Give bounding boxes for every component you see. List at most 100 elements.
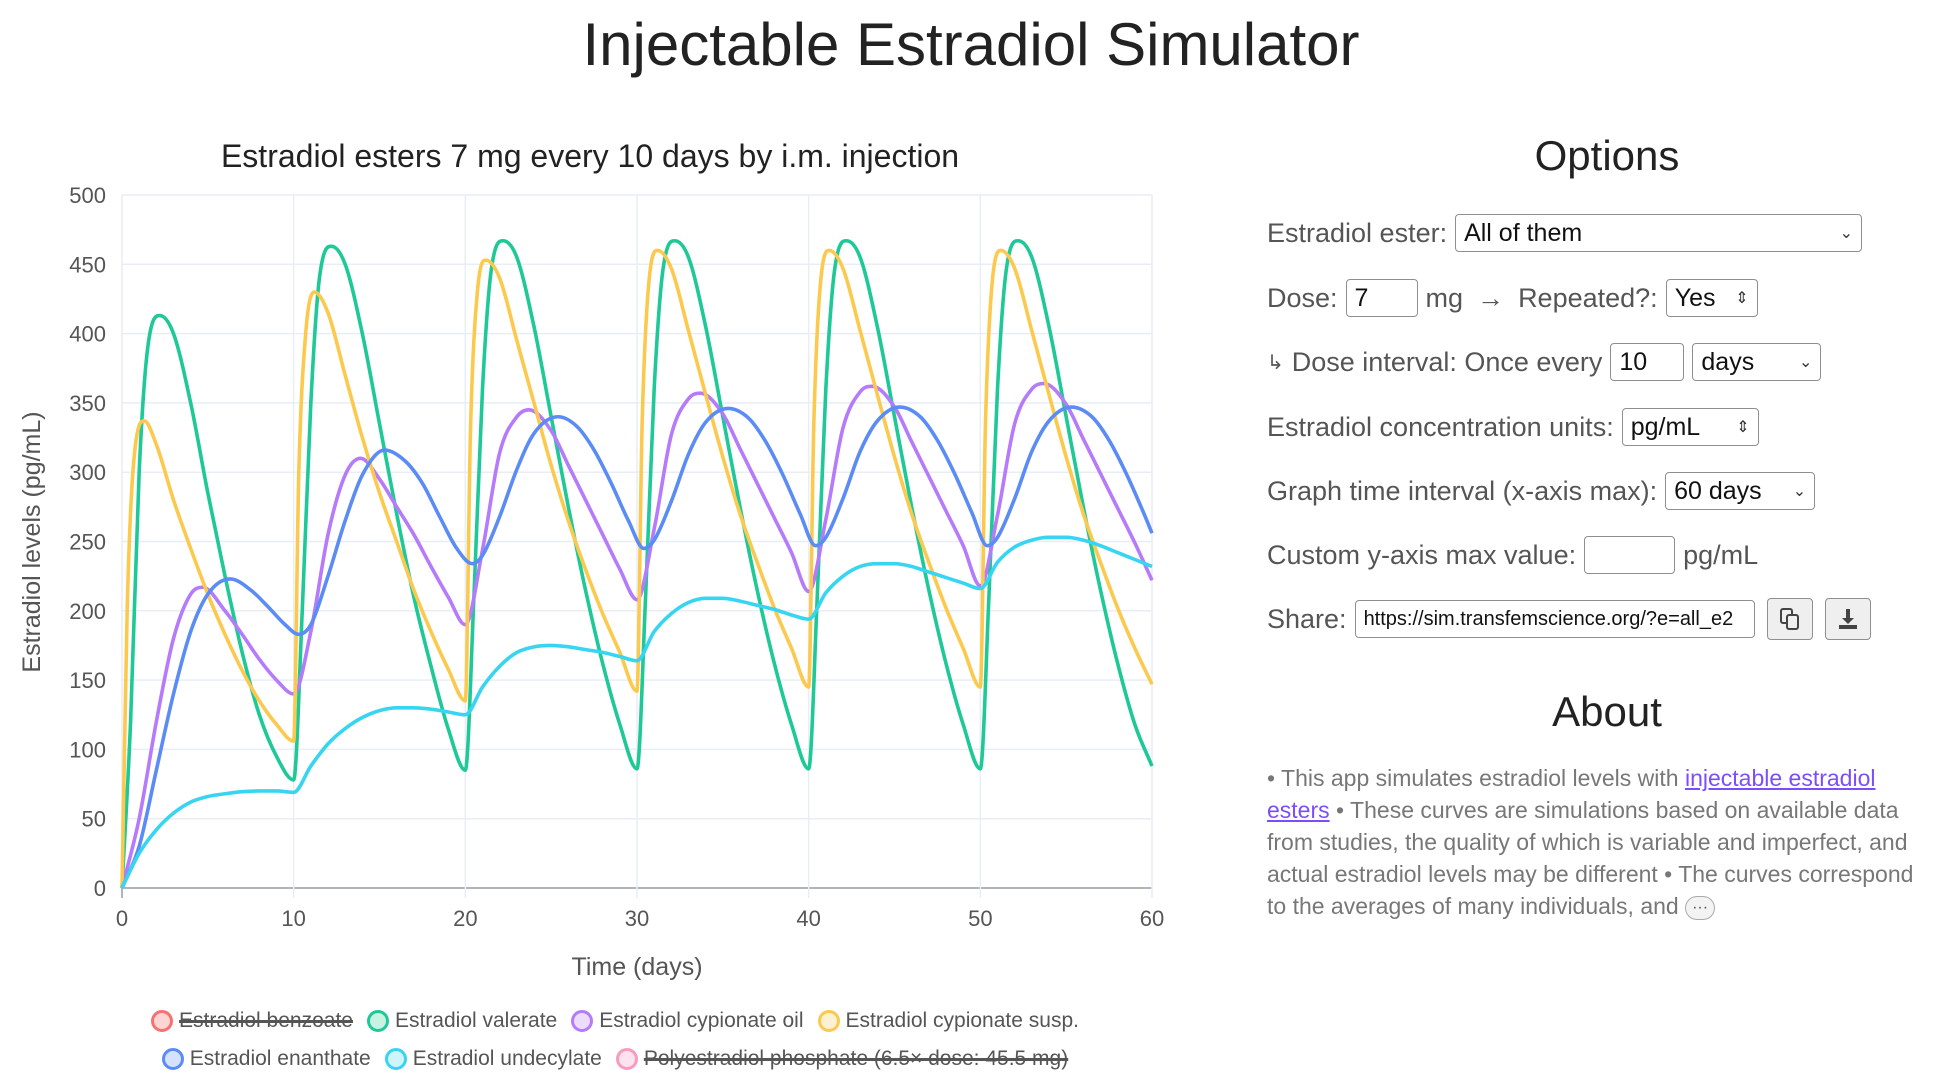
graph-interval-value: 60 days xyxy=(1674,476,1762,505)
y-tick-label: 350 xyxy=(69,391,106,416)
grid xyxy=(121,194,1153,898)
interval-input[interactable]: 10 xyxy=(1610,343,1685,381)
share-url-value: https://sim.transfemscience.org/?e=all_e… xyxy=(1363,607,1734,630)
y-tick-label: 400 xyxy=(69,322,106,347)
series-line-estradiol-valerate xyxy=(120,238,1154,889)
x-tick-label: 30 xyxy=(625,906,649,931)
legend-item[interactable]: Estradiol benzoate xyxy=(151,1009,353,1033)
legend-swatch-icon xyxy=(161,1048,184,1070)
ester-select[interactable]: All of them ⌄ xyxy=(1455,214,1863,252)
y-tick-label: 300 xyxy=(69,460,106,485)
series-line-estradiol-enanthate xyxy=(120,405,1154,889)
copy-icon xyxy=(1779,608,1799,630)
copy-button[interactable] xyxy=(1766,598,1813,640)
chevron-down-icon: ⌄ xyxy=(1799,354,1813,371)
y-tick-label: 150 xyxy=(69,668,106,693)
dose-unit: mg xyxy=(1425,282,1464,313)
ymax-row: Custom y-axis max value: pg/mL xyxy=(1267,535,1758,575)
dose-input-value: 7 xyxy=(1354,283,1369,312)
interval-unit-select[interactable]: days ⌄ xyxy=(1692,343,1822,381)
legend-row: Estradiol enanthate Estradiol undecylate P… xyxy=(60,1040,1170,1078)
dose-row: Dose: 7 mg → Repeated?: Yes ⇕ xyxy=(1267,278,1758,318)
y-axis-label: Estradiol levels (pg/mL) xyxy=(18,411,46,672)
legend-label: Estradiol enanthate xyxy=(189,1047,371,1070)
x-tick-label: 10 xyxy=(281,906,305,931)
interval-input-value: 10 xyxy=(1619,347,1648,376)
series-line-estradiol-cypionate-oil xyxy=(120,381,1154,889)
about-text-1: • This app simulates estradiol levels wi… xyxy=(1267,765,1685,791)
x-tick-label: 40 xyxy=(796,906,820,931)
legend-label: Estradiol valerate xyxy=(394,1009,558,1032)
legend-row: Estradiol benzoate Estradiol valerate Estr… xyxy=(60,1002,1170,1040)
legend-item[interactable]: Estradiol cypionate susp. xyxy=(817,1009,1079,1033)
repeated-select-value: Yes xyxy=(1674,283,1716,312)
units-row: Estradiol concentration units: pg/mL ⇕ xyxy=(1267,407,1759,447)
interval-label: Dose interval: Once every xyxy=(1291,346,1603,377)
legend-label: Estradiol cypionate susp. xyxy=(845,1009,1079,1032)
updown-arrows-icon: ⇕ xyxy=(1736,419,1750,436)
arrow-right-icon: → xyxy=(1477,282,1505,313)
legend-item[interactable]: Estradiol cypionate oil xyxy=(571,1009,804,1033)
page-title: Injectable Estradiol Simulator xyxy=(582,11,1360,78)
series-lines xyxy=(120,238,1154,889)
ester-row: Estradiol ester: All of them ⌄ xyxy=(1267,213,1863,253)
legend-item[interactable]: Estradiol valerate xyxy=(366,1009,558,1033)
estradiol-chart: 0 50 100 150 200 250 300 350 400 450 500 0 10 20 30 40 5… xyxy=(18,138,1164,981)
units-label: Estradiol concentration units: xyxy=(1267,411,1614,442)
x-tick-label: 0 xyxy=(116,906,128,931)
units-select-value: pg/mL xyxy=(1630,412,1701,441)
x-tick-label: 60 xyxy=(1140,906,1164,931)
legend-label: Polyestradiol phosphate (6.5× dose: 45.5… xyxy=(643,1047,1069,1070)
share-url-input[interactable]: https://sim.transfemscience.org/?e=all_e… xyxy=(1354,600,1755,638)
interval-row: ↳ Dose interval: Once every 10 days ⌄ xyxy=(1267,342,1822,382)
ymax-unit: pg/mL xyxy=(1683,539,1759,570)
repeated-select[interactable]: Yes ⇕ xyxy=(1665,279,1758,317)
about-text: • This app simulates estradiol levels wi… xyxy=(1267,762,1932,922)
download-icon xyxy=(1838,609,1857,629)
tick-labels: 0 50 100 150 200 250 300 350 400 450 500 0 10 20 30 40 5… xyxy=(69,183,1164,931)
legend-swatch-icon xyxy=(384,1048,407,1070)
dose-input[interactable]: 7 xyxy=(1345,279,1418,317)
y-tick-label: 50 xyxy=(82,807,106,832)
repeated-label: Repeated?: xyxy=(1518,282,1658,313)
share-row: Share: https://sim.transfemscience.org/?… xyxy=(1267,598,1871,640)
series-line-estradiol-undecylate xyxy=(120,535,1153,889)
x-axis-label: Time (days) xyxy=(571,953,702,981)
legend-swatch-icon xyxy=(366,1010,389,1032)
legend-swatch-icon xyxy=(615,1048,638,1070)
legend-item[interactable]: Estradiol enanthate xyxy=(161,1047,371,1071)
y-tick-label: 250 xyxy=(69,530,106,555)
interval-unit-value: days xyxy=(1701,347,1755,376)
y-tick-label: 450 xyxy=(69,252,106,277)
chevron-down-icon: ⌄ xyxy=(1839,225,1854,242)
units-select[interactable]: pg/mL ⇕ xyxy=(1621,408,1759,446)
legend-item[interactable]: Estradiol undecylate xyxy=(384,1047,602,1071)
ymax-input[interactable] xyxy=(1584,536,1676,574)
download-button[interactable] xyxy=(1824,598,1871,640)
legend-item[interactable]: Polyestradiol phosphate (6.5× dose: 45.5… xyxy=(615,1047,1069,1071)
y-tick-label: 500 xyxy=(69,183,106,208)
chart-title: Estradiol esters 7 mg every 10 days by i… xyxy=(221,138,959,174)
legend-swatch-icon xyxy=(571,1010,594,1032)
dose-label: Dose: xyxy=(1267,282,1338,313)
graph-interval-row: Graph time interval (x-axis max): 60 day… xyxy=(1267,471,1816,511)
indent-arrow-icon: ↳ xyxy=(1267,351,1284,374)
chart-legend: Estradiol benzoate Estradiol valerate Estr… xyxy=(60,1002,1170,1078)
ester-label: Estradiol ester: xyxy=(1267,217,1448,248)
legend-label: Estradiol benzoate xyxy=(179,1009,353,1032)
ymax-label: Custom y-axis max value: xyxy=(1267,539,1577,570)
y-tick-label: 100 xyxy=(69,737,106,762)
graph-interval-select[interactable]: 60 days ⌄ xyxy=(1665,472,1816,510)
about-heading: About xyxy=(1552,688,1662,735)
x-tick-label: 20 xyxy=(453,906,477,931)
chevron-down-icon: ⌄ xyxy=(1792,483,1807,500)
legend-swatch-icon xyxy=(817,1010,840,1032)
show-more-button[interactable]: ··· xyxy=(1685,895,1716,920)
share-label: Share: xyxy=(1267,603,1347,634)
series-line-estradiol-cypionate-susp- xyxy=(120,248,1154,889)
options-heading: Options xyxy=(1534,132,1680,179)
ester-select-value: All of them xyxy=(1464,218,1583,247)
x-tick-label: 50 xyxy=(968,906,992,931)
legend-label: Estradiol undecylate xyxy=(412,1047,602,1070)
esters-link[interactable]: injectable estradiol esters xyxy=(1267,765,1876,823)
